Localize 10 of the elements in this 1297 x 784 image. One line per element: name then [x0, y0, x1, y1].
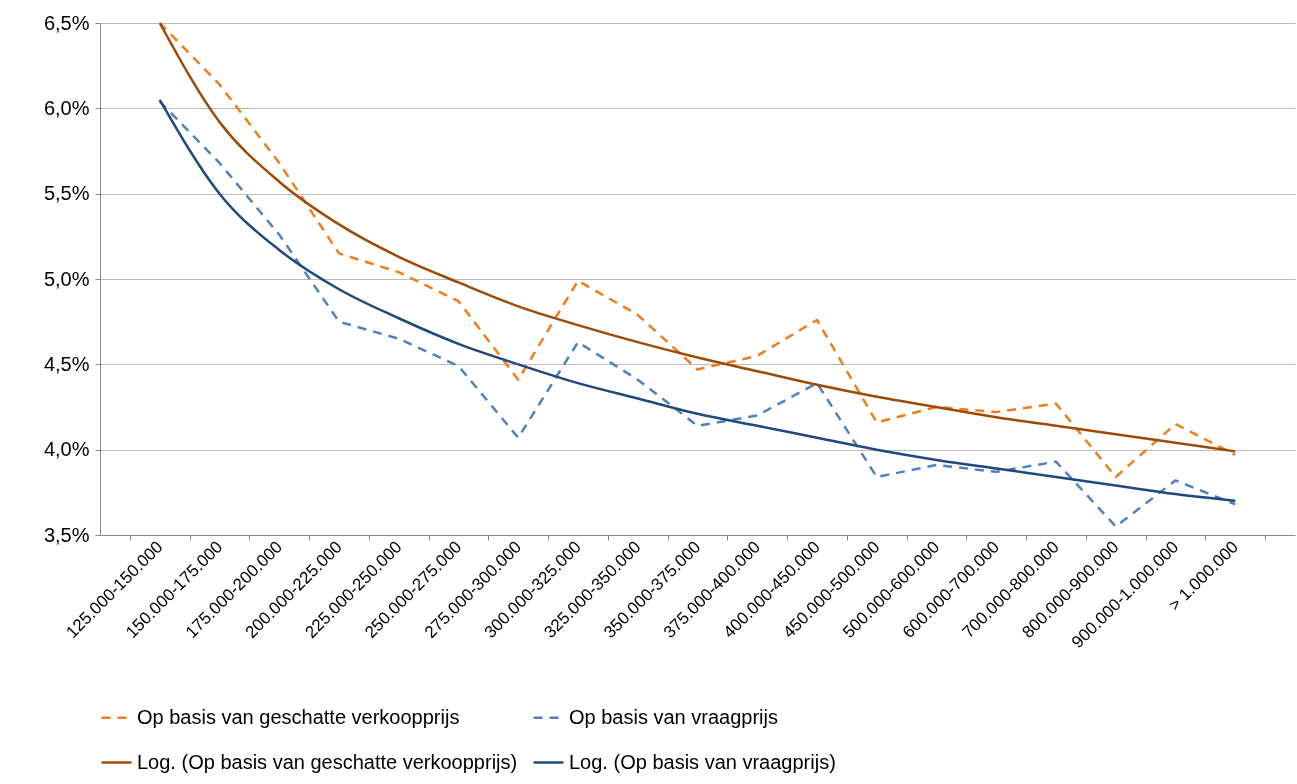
legend-label: Op basis van vraagprijs — [569, 705, 778, 728]
y-tick-label: 4,0% — [43, 438, 90, 461]
y-tick-label: 6,0% — [43, 96, 90, 119]
y-tick-label: 6,5% — [43, 11, 90, 34]
legend-label: Log. (Op basis van vraagprijs) — [569, 750, 836, 773]
legend-label: Log. (Op basis van geschatte verkoopprijs) — [137, 750, 518, 773]
y-tick-label: 5,0% — [43, 267, 90, 290]
legend-label: Op basis van geschatte verkoopprijs — [137, 705, 460, 728]
y-tick-label: 4,5% — [43, 352, 90, 375]
y-tick-label: 5,5% — [43, 182, 90, 205]
